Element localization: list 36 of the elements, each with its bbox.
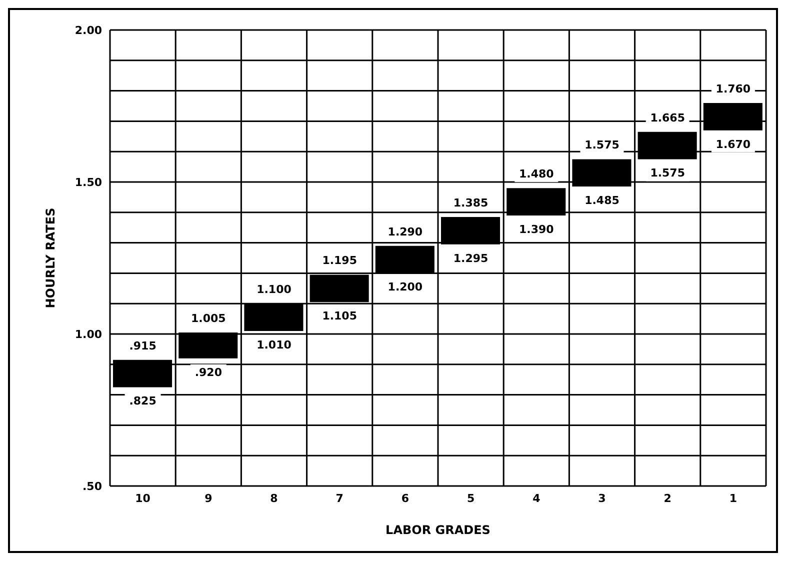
annotation: 1.575 [650, 166, 685, 180]
annotation: 1.195 [322, 254, 357, 268]
annotation: .920 [194, 366, 222, 379]
annotation: 1.385 [453, 196, 488, 210]
annotation: 1.665 [650, 111, 685, 124]
y-tick-label: 2.00 [74, 24, 102, 37]
annotation: 1.670 [716, 138, 751, 151]
x-tick-label: 5 [466, 492, 475, 505]
y-tick-label: 1.00 [74, 328, 102, 341]
x-tick-label: 7 [336, 492, 344, 505]
annotation: 1.760 [716, 82, 751, 96]
x-tick-label: 9 [204, 492, 212, 505]
annotation: .825 [129, 394, 156, 408]
x-tick-label: 6 [401, 492, 410, 505]
x-axis-title: LABOR GRADES [386, 523, 490, 537]
x-tick-label: 10 [135, 492, 151, 505]
x-tick-label: 8 [270, 492, 278, 505]
annotation: 1.200 [388, 280, 423, 294]
annotation: 1.390 [519, 222, 554, 236]
y-tick-label: .50 [82, 480, 102, 493]
annotation: 1.010 [256, 338, 292, 352]
x-tick-label: 2 [664, 492, 672, 505]
annotation: 1.480 [519, 168, 554, 181]
annotation: .915 [129, 339, 156, 352]
annotation: 1.005 [191, 312, 226, 325]
annotation: 1.105 [322, 310, 357, 323]
annotation: 1.295 [453, 252, 488, 265]
annotation: 1.485 [584, 194, 620, 208]
y-tick-label: 1.50 [74, 176, 102, 189]
annotation: 1.575 [584, 138, 620, 152]
y-axis-title: HOURLY RATES [43, 208, 58, 308]
x-tick-label: 3 [598, 492, 606, 505]
x-tick-label: 4 [532, 492, 541, 505]
annotation: 1.100 [256, 283, 292, 296]
x-tick-label: 1 [729, 492, 738, 505]
annotation: 1.290 [388, 225, 423, 238]
